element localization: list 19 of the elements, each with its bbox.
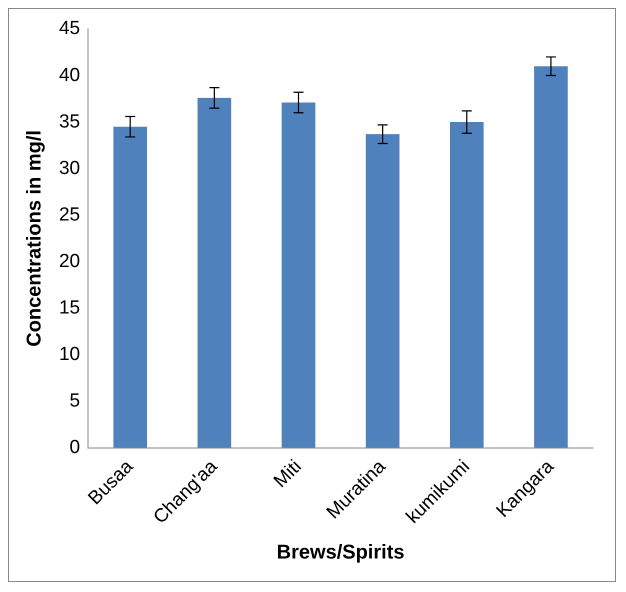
x-axis-title: Brews/Spirits	[276, 542, 404, 564]
y-tick-label: 40	[58, 64, 80, 86]
y-axis-title: Concentrations in mg/l	[24, 130, 46, 347]
y-tick-label: 15	[58, 297, 80, 318]
bar	[450, 122, 484, 448]
x-tick-label: Miti	[270, 456, 306, 492]
bar	[366, 134, 400, 448]
y-tick-label: 30	[58, 158, 80, 179]
bar	[282, 102, 316, 448]
bar	[198, 98, 232, 448]
y-tick-label: 35	[58, 111, 80, 132]
y-tick-label: 5	[70, 390, 80, 412]
y-tick-label: 45	[58, 18, 80, 40]
bar	[534, 66, 568, 448]
y-tick-label: 0	[70, 437, 80, 458]
y-tick-label: 10	[58, 344, 80, 365]
y-tick-label: 20	[58, 250, 80, 272]
y-tick-label: 25	[58, 204, 80, 226]
bar	[113, 126, 148, 448]
